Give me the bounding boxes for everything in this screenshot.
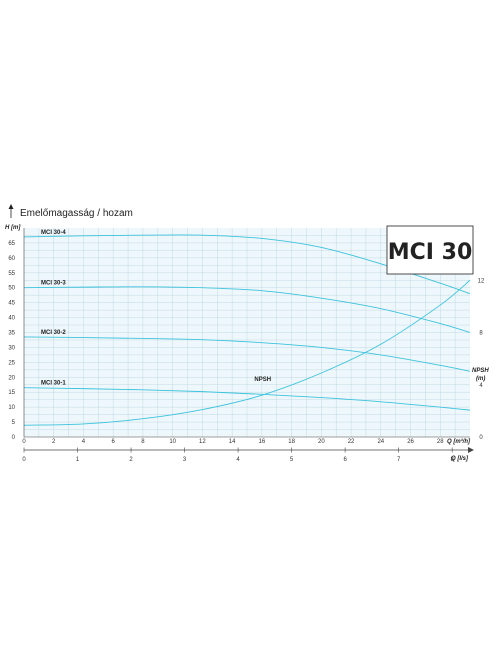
y-axis-arrow-head-icon (8, 204, 14, 209)
x-axis-label: Q [m³/h] (447, 438, 471, 445)
series-label-4: NPSH (254, 377, 271, 383)
x-secondary-tick-label: 2 (129, 457, 133, 463)
series-label-2: MCI 30-2 (41, 330, 66, 336)
x-secondary-tick-label: 7 (397, 457, 401, 463)
y-tick-label: 10 (8, 405, 15, 411)
model-badge-box (386, 225, 474, 275)
x-tick-label: 20 (318, 439, 325, 445)
model-badge-text: MCI 30 (388, 240, 473, 265)
x-secondary-tick-label: 0 (22, 457, 26, 463)
y-tick-label: 20 (8, 375, 15, 381)
y-tick-label: 15 (8, 390, 15, 396)
x-tick-label: 22 (348, 439, 355, 445)
series-label-1: MCI 30-3 (41, 281, 66, 287)
x-secondary-tick-label: 3 (183, 457, 187, 463)
y-right-tick-label: 8 (479, 331, 483, 337)
x-tick-label: 28 (437, 439, 444, 445)
x-secondary-axis-arrow-icon (468, 447, 474, 453)
x-tick-label: 4 (82, 439, 86, 445)
x-tick-label: 18 (288, 439, 295, 445)
y-right-tick-label: 4 (479, 383, 483, 389)
model-badge: MCI 30 (386, 225, 474, 275)
x-tick-label: 0 (22, 439, 26, 445)
y-right-tick-label: 0 (479, 435, 483, 441)
series-line-0 (23, 234, 471, 295)
series-labels: MCI 30-4 MCI 30-3 MCI 30-2 MCI 30-1 NPSH (41, 230, 271, 387)
y-tick-label: 45 (8, 301, 15, 307)
y-tick-label: 65 (8, 241, 15, 247)
x-tick-label: 10 (169, 439, 176, 445)
x-tick-label: 24 (377, 439, 384, 445)
y-axis-label: H [m] (5, 225, 21, 231)
x-secondary-tick-label: 1 (76, 457, 80, 463)
y-tick-label: 30 (8, 345, 15, 351)
x-tick-label: 6 (112, 439, 116, 445)
y-right-axis-label: NPSH (472, 368, 489, 374)
y-right-tick-label: 12 (478, 278, 485, 284)
x-secondary-tick-label: 4 (236, 457, 240, 463)
y-tick-label: 60 (8, 256, 15, 262)
y-tick-label: 40 (8, 316, 15, 322)
x-tick-label: 14 (229, 439, 236, 445)
y-tick-label: 25 (8, 360, 15, 366)
x-tick-label: 2 (52, 439, 56, 445)
series-line-2 (23, 336, 471, 372)
series-line-4 (23, 279, 471, 426)
series-group (23, 234, 471, 426)
y-tick-label: 35 (8, 331, 15, 337)
x-secondary-tick-label: 5 (290, 457, 294, 463)
chart-title: Emelőmagasság / hozam (20, 208, 133, 219)
series-label-3: MCI 30-1 (41, 381, 66, 387)
series-line-1 (23, 286, 471, 333)
y-tick-label: 0 (12, 435, 16, 441)
series-line-3 (23, 387, 471, 411)
y-tick-label: 50 (8, 286, 15, 292)
x-secondary-tick-label: 8 (450, 457, 454, 463)
x-tick-label: 12 (199, 439, 206, 445)
x-tick-label: 8 (141, 439, 145, 445)
x-tick-label: 26 (407, 439, 414, 445)
y-right-axis-unit: (m) (476, 376, 485, 382)
x-secondary-tick-label: 6 (343, 457, 347, 463)
x-secondary-axis-label: Q [l/s] (451, 456, 469, 462)
y-tick-label: 55 (8, 271, 15, 277)
series-label-0: MCI 30-4 (41, 230, 66, 236)
x-tick-label: 16 (259, 439, 266, 445)
y-tick-label: 5 (12, 420, 16, 426)
